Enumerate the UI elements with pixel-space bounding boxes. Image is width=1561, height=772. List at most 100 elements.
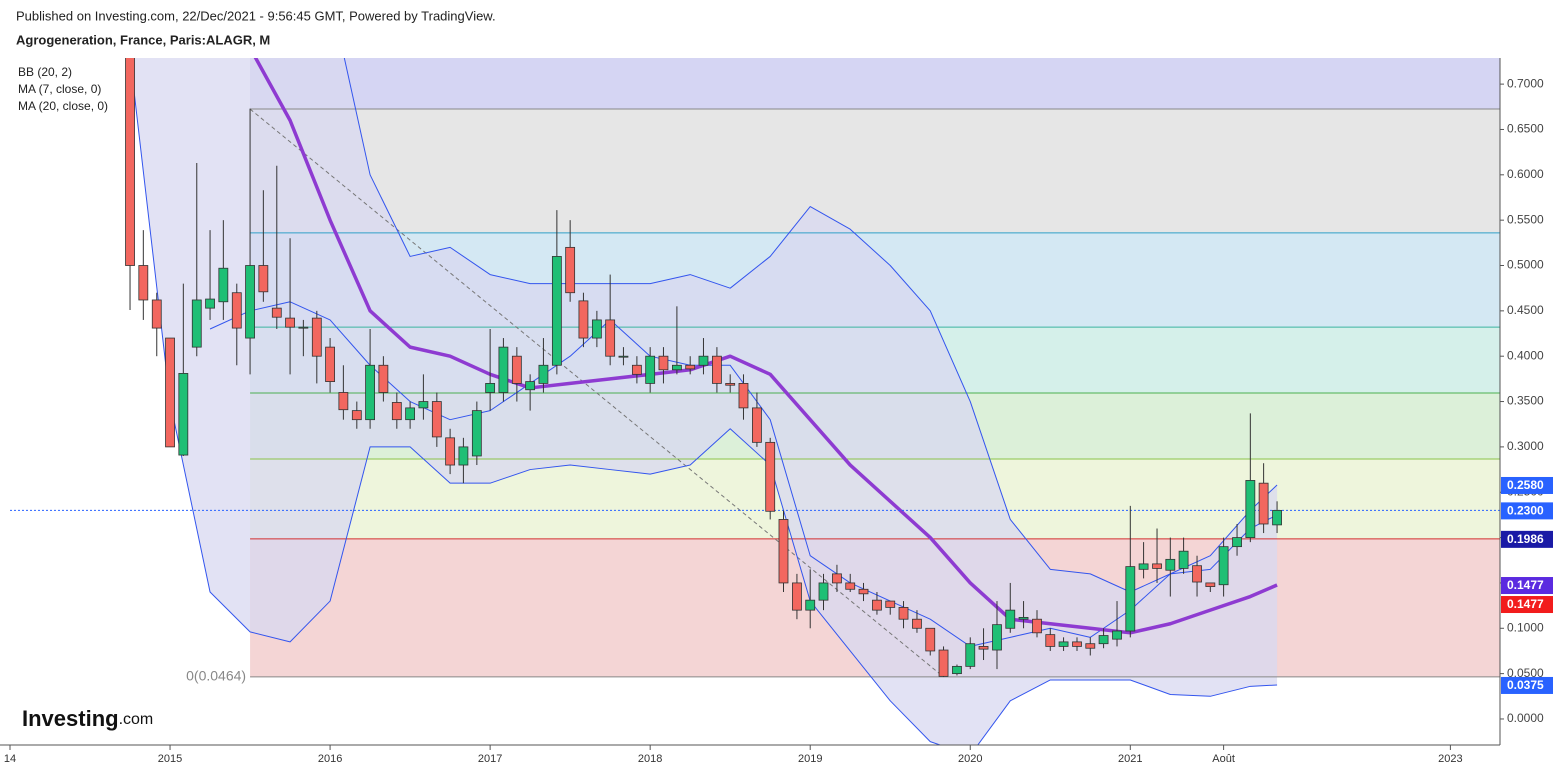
candle-body xyxy=(458,446,469,466)
candle-body xyxy=(631,364,642,375)
candle-body xyxy=(872,599,882,611)
price-tag xyxy=(1501,502,1553,520)
candle-body xyxy=(765,441,776,512)
candle-body xyxy=(191,299,202,348)
candle-body xyxy=(1085,643,1096,649)
price-tag-label: 0.0375 xyxy=(1507,678,1544,692)
candle-body xyxy=(805,599,816,611)
price-tag-label: 0.2300 xyxy=(1507,504,1544,518)
y-tick-label: 0.4000 xyxy=(1507,348,1544,362)
candle-body xyxy=(325,346,335,382)
fib-zone xyxy=(250,109,1500,233)
candle-body xyxy=(498,346,509,393)
fib-zero-label: 0(0.0464) xyxy=(186,668,246,684)
candle-body xyxy=(1218,546,1229,586)
candle-body xyxy=(485,383,496,393)
y-tick-label: 0.1000 xyxy=(1507,620,1544,634)
candle-body xyxy=(925,627,936,652)
plot-area xyxy=(10,58,1500,745)
candle-body xyxy=(965,643,976,667)
y-tick-label: 0.7000 xyxy=(1507,76,1544,90)
candle-body xyxy=(725,383,736,386)
y-tick-label: 0.6500 xyxy=(1507,122,1544,136)
candle-body xyxy=(151,299,162,329)
candle-body xyxy=(578,300,589,339)
x-tick-label: 2018 xyxy=(638,753,662,765)
y-tick-label: 0.5500 xyxy=(1507,212,1544,226)
price-tag-label: 0.1477 xyxy=(1507,597,1544,611)
candle-body xyxy=(298,326,309,329)
indicator-label: BB (20, 2) xyxy=(18,65,72,79)
band-fill xyxy=(130,58,1278,745)
candle-body xyxy=(138,265,149,301)
candle-body xyxy=(912,618,922,629)
candle-body xyxy=(391,402,402,421)
candle-body xyxy=(445,437,456,466)
candle-body xyxy=(845,582,856,590)
candle-body xyxy=(712,355,722,384)
candle-body xyxy=(271,307,282,318)
logo-main: Investing xyxy=(22,706,119,731)
candle-body xyxy=(1125,566,1136,632)
candle-body xyxy=(618,355,629,358)
y-tick-label: 0.0500 xyxy=(1507,666,1544,680)
candle-body xyxy=(338,392,349,411)
candle-body xyxy=(551,256,562,366)
x-tick-label: 14 xyxy=(4,753,16,765)
y-tick-label: 0.4500 xyxy=(1507,303,1544,317)
candle-body xyxy=(1245,480,1256,538)
indicator-label: MA (7, close, 0) xyxy=(18,82,101,96)
candle-body xyxy=(418,401,429,409)
candle-body xyxy=(1072,641,1082,647)
candle-body xyxy=(1032,618,1042,634)
candle-body xyxy=(658,355,669,371)
indicator-label: MA (20, close, 0) xyxy=(18,99,108,113)
candle-body xyxy=(378,364,389,393)
candle-body xyxy=(1232,537,1242,548)
fib-zone xyxy=(250,58,1500,110)
candle-body xyxy=(1112,630,1122,640)
candle-body xyxy=(1152,563,1162,569)
candle-body xyxy=(885,600,896,608)
candle-body xyxy=(752,407,762,443)
price-tag-label: 0.1986 xyxy=(1507,532,1544,546)
price-tag xyxy=(1501,596,1553,614)
candle-body xyxy=(311,317,322,357)
price-tag xyxy=(1501,476,1553,494)
candle-body xyxy=(1178,550,1189,569)
candle-body xyxy=(218,267,229,303)
candle-body xyxy=(898,607,909,620)
chart-title: Agrogeneration, France, Paris:ALAGR, M xyxy=(16,32,270,47)
candle-body xyxy=(992,624,1002,651)
price-tag xyxy=(1501,530,1553,548)
candle-body xyxy=(285,317,295,328)
candle-body xyxy=(365,364,375,421)
candle-body xyxy=(1005,609,1016,629)
y-tick-label: 0.5000 xyxy=(1507,258,1544,272)
candle-body xyxy=(205,298,215,309)
x-tick-label: 2015 xyxy=(158,753,182,765)
candle-body xyxy=(351,410,362,421)
x-tick-label: 2023 xyxy=(1438,753,1462,765)
candle-body xyxy=(685,364,696,370)
candle-body xyxy=(1045,634,1056,647)
logo: Investing.com xyxy=(22,706,153,731)
price-tag-label: 0.2580 xyxy=(1507,478,1544,492)
candle-body xyxy=(405,407,416,421)
candle-body xyxy=(698,355,709,366)
indicator-line xyxy=(343,58,1278,593)
trendline xyxy=(249,108,944,678)
candle-body xyxy=(832,573,842,584)
candle-body xyxy=(245,265,255,339)
candle-body xyxy=(952,665,962,675)
x-tick-label: 2017 xyxy=(478,753,502,765)
candle-body xyxy=(778,519,789,584)
indicator-line xyxy=(209,301,1278,647)
candle-body xyxy=(818,582,829,601)
candle-body xyxy=(178,373,189,456)
candle-body xyxy=(1138,563,1149,570)
price-tag xyxy=(1501,676,1553,694)
candle-body xyxy=(605,319,616,357)
candle-body xyxy=(1058,641,1069,647)
